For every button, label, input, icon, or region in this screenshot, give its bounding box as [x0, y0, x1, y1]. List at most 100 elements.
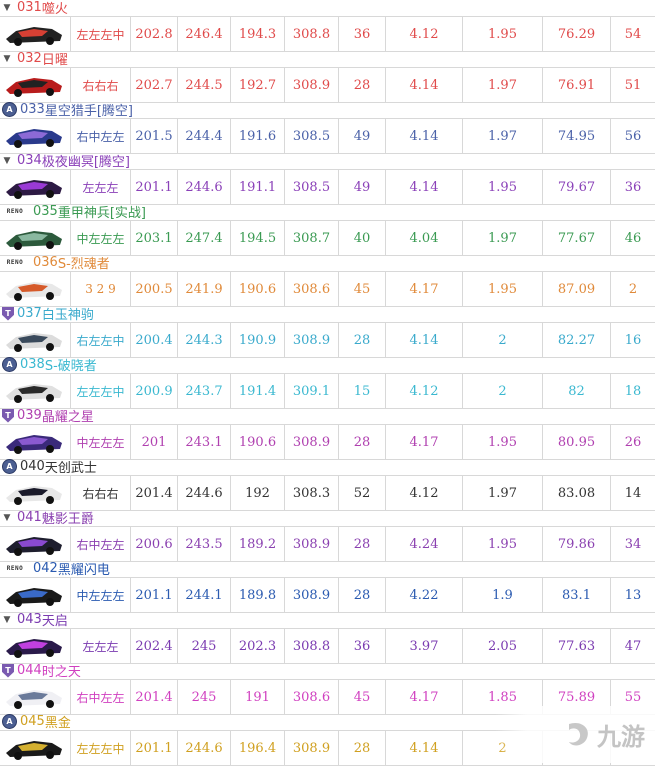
stat-7: 1.95: [462, 170, 542, 204]
drift-combo: 中左左左: [70, 221, 130, 255]
car-image-icon: [6, 27, 62, 46]
stat-6: 3.97: [385, 629, 462, 663]
table-row: 右中左左 201.5 244.4 191.6 308.5 49 4.14 1.97 74.95 5…: [0, 118, 655, 154]
table-row: 右左左中 200.4 244.3 190.9 308.9 28 4.14 2 82.27 16: [0, 322, 655, 358]
stat-3: 190.9: [230, 323, 284, 357]
stat-8: 83.1: [542, 578, 610, 612]
stat-9: 18: [610, 374, 655, 408]
stat-3: 194.5: [230, 221, 284, 255]
stat-7: 1.95: [462, 425, 542, 459]
car-image-icon: [6, 741, 62, 760]
stat-9: 26: [610, 425, 655, 459]
drift-combo: 右右右: [70, 68, 130, 102]
table-row: 中左左左 201.1 244.1 189.8 308.9 28 4.22 1.9 83.1 13: [0, 577, 655, 613]
stat-4: 308.9: [284, 323, 338, 357]
stat-6: 4.17: [385, 680, 462, 714]
stat-4: 308.9: [284, 527, 338, 561]
stat-7: 1.97: [462, 119, 542, 153]
stat-8: 87.09: [542, 272, 610, 306]
stat-1: 202.4: [130, 629, 177, 663]
stat-1: 203.1: [130, 221, 177, 255]
car-title-row: A 038 S-破晓者: [0, 356, 655, 374]
stat-1: 200.4: [130, 323, 177, 357]
stat-5: 28: [338, 425, 385, 459]
car-number: 043: [17, 612, 42, 627]
shield-badge-icon: T: [2, 408, 14, 423]
stat-7: 1.9: [462, 578, 542, 612]
car-image-icon: [6, 333, 62, 352]
car-name: 极夜幽冥: [41, 155, 94, 170]
car-title-row: RENO 042 黑耀闪电: [0, 560, 655, 578]
stat-5: 28: [338, 68, 385, 102]
drift-combo: 左左左中: [70, 374, 130, 408]
chevron-down-icon: ▼: [3, 512, 11, 523]
table-row: 中左左左 203.1 247.4 194.5 308.7 40 4.04 1.97 77.67 4…: [0, 220, 655, 256]
stat-8: 76.91: [542, 68, 610, 102]
shield-badge-icon: T: [2, 663, 14, 678]
drift-combo: 左左左中: [70, 17, 130, 51]
stat-1: 201.4: [130, 476, 177, 510]
car-name: 天启: [41, 614, 68, 629]
stat-8: 82.27: [542, 323, 610, 357]
stat-6: 4.24: [385, 527, 462, 561]
stat-6: 4.14: [385, 731, 462, 765]
stat-6: 4.14: [385, 68, 462, 102]
car-name: 日曜: [41, 53, 68, 68]
car-title-row: ▼ 034 极夜幽冥 [腾空]: [0, 152, 655, 170]
stat-3: 192.7: [230, 68, 284, 102]
car-number: 037: [17, 306, 42, 321]
stat-6: 4.12: [385, 17, 462, 51]
car-number: 034: [17, 153, 42, 168]
stat-4: 308.9: [284, 731, 338, 765]
stat-3: 191: [230, 680, 284, 714]
stat-2: 243.1: [177, 425, 230, 459]
stat-7: 1.95: [462, 17, 542, 51]
stat-3: 194.3: [230, 17, 284, 51]
stat-1: 200.6: [130, 527, 177, 561]
stat-6: 4.17: [385, 272, 462, 306]
stat-8: 79.67: [542, 170, 610, 204]
table-row: 左左左中 202.8 246.4 194.3 308.8 36 4.12 1.95 76.29 5…: [0, 16, 655, 52]
stat-9: 36: [610, 170, 655, 204]
stat-9: 51: [610, 68, 655, 102]
car-image-icon: [6, 231, 62, 250]
stat-7: 2: [462, 323, 542, 357]
stat-8: 74.95: [542, 119, 610, 153]
table-row: 左左左 201.1 244.6 191.1 308.5 49 4.14 1.95 79.67 36: [0, 169, 655, 205]
stat-2: 243.7: [177, 374, 230, 408]
car-number: 045: [20, 714, 45, 729]
stat-7: 1.95: [462, 272, 542, 306]
stat-1: 201.1: [130, 170, 177, 204]
car-title-row: A 045 黑金: [0, 713, 655, 731]
car-title-row: ▼ 031 噬火: [0, 0, 655, 17]
stat-3: 191.6: [230, 119, 284, 153]
car-title-row: T 044 时之天: [0, 662, 655, 680]
stat-8: 80.95: [542, 425, 610, 459]
stat-4: 308.9: [284, 578, 338, 612]
drift-combo: 3 2 9: [70, 272, 130, 306]
stat-3: 190.6: [230, 272, 284, 306]
stat-5: 28: [338, 323, 385, 357]
car-number: 035: [33, 204, 58, 219]
stat-3: 192: [230, 476, 284, 510]
stat-1: 202.8: [130, 17, 177, 51]
stat-1: 200.5: [130, 272, 177, 306]
stat-9: 47: [610, 629, 655, 663]
stat-8: 76.29: [542, 17, 610, 51]
stat-3: 191.4: [230, 374, 284, 408]
car-tag: [腾空]: [96, 104, 133, 119]
car-image-icon: [6, 384, 62, 403]
stat-4: 308.9: [284, 68, 338, 102]
stat-1: 200.9: [130, 374, 177, 408]
chevron-down-icon: ▼: [3, 53, 11, 64]
drift-combo: 右中左左: [70, 119, 130, 153]
stat-5: 15: [338, 374, 385, 408]
class-a-badge-icon: A: [2, 357, 17, 372]
watermark: 九游: [495, 706, 655, 763]
stat-8: 75.89: [542, 680, 610, 714]
stat-4: 309.1: [284, 374, 338, 408]
car-title-row: T 039 晶耀之星: [0, 407, 655, 425]
stat-4: 308.7: [284, 221, 338, 255]
stat-5: 45: [338, 272, 385, 306]
class-a-badge-icon: A: [2, 102, 17, 117]
